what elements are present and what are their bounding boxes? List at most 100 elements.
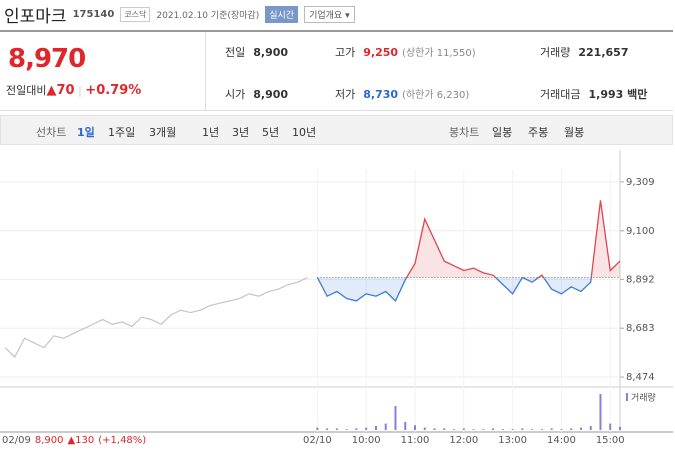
stat: 시가 8,900 — [225, 86, 288, 102]
x-tick-label: 14:00 — [547, 435, 576, 446]
area-down — [317, 277, 620, 301]
stat-value: 221,657 — [578, 46, 629, 59]
prev-summary: 02/09 8,900 ▲130 (+1,48%) — [2, 435, 146, 446]
header: 인포마크 175140 코스닥 2021.02.10 기준(장마감) 실시간 기… — [4, 2, 355, 27]
volume-bar — [335, 428, 338, 430]
rate: +0.79% — [85, 83, 142, 98]
y-tick-label: 9,309 — [626, 177, 655, 188]
y-tick-label: 8,683 — [626, 323, 655, 334]
stat-note: (상한가 11,550) — [402, 48, 476, 59]
tab[interactable]: 월봉 — [564, 126, 585, 139]
volume-bar — [540, 429, 543, 430]
tab[interactable]: 3개월 — [149, 126, 177, 139]
overview-label: 기업개요 — [309, 11, 343, 21]
date: 2021.02.10 기준(장마감) — [156, 11, 260, 21]
stock-code: 175140 — [72, 9, 115, 20]
volume-legend-swatch — [626, 393, 628, 401]
volume-bar — [511, 429, 514, 430]
volume-bar — [570, 428, 573, 430]
tab[interactable]: 주봉 — [528, 126, 549, 139]
volume-bar — [589, 426, 592, 430]
quote-box: 8,970 전일대비▲70 | +0.79% 전일 8,900 고가 9,250 (상한… — [0, 30, 673, 111]
tab[interactable]: 1년 — [202, 126, 220, 139]
stat-label: 전일 — [225, 46, 246, 59]
stat-label: 시가 — [225, 88, 246, 101]
prev-rate: (+1,48%) — [98, 435, 146, 446]
volume-bar — [316, 427, 319, 430]
volume-bar — [365, 427, 368, 430]
change-label: 전일대비 — [6, 84, 47, 97]
line-down — [316, 277, 592, 302]
x-tick-label: 12:00 — [449, 435, 478, 446]
tab[interactable]: 3년 — [232, 126, 250, 139]
realtime-button[interactable]: 실시간 — [265, 6, 299, 23]
x-tick-label: 10:00 — [352, 435, 381, 446]
volume-bar — [404, 422, 407, 430]
stat-label: 고가 — [335, 46, 356, 59]
volume-bar — [501, 429, 504, 430]
stat-value: 9,250 — [363, 46, 399, 59]
y-tick-label: 9,100 — [626, 226, 655, 237]
tab-group-label: 봉차트 — [449, 126, 480, 139]
stat: 거래대금 1,993 백만 — [540, 86, 647, 102]
quote-left: 8,970 전일대비▲70 | +0.79% — [0, 32, 206, 110]
tab-group-label: 선차트 — [36, 126, 67, 139]
tab[interactable]: 5년 — [262, 126, 280, 139]
stat-note: (하한가 6,230) — [402, 90, 470, 101]
volume-bar — [326, 428, 329, 430]
tab[interactable]: 1주일 — [108, 126, 136, 139]
chart: 8,474 8,683 8,892 9,100 9,309 02/10 10:00 11:00… — [0, 150, 673, 446]
volume-bar — [550, 428, 553, 430]
volume-bar — [355, 428, 358, 430]
volume-bar — [619, 426, 621, 430]
stock-name: 인포마크 — [4, 7, 67, 27]
change-row: 전일대비▲70 | +0.79% — [6, 83, 142, 98]
volume-bar — [482, 429, 485, 430]
volume-bar — [521, 428, 524, 430]
stat-value: 8,900 — [253, 88, 289, 101]
stat: 고가 9,250 (상한가 11,550) — [335, 44, 476, 60]
volume-bar — [345, 429, 348, 430]
volume-bar — [492, 428, 495, 430]
volume-bar — [453, 429, 456, 430]
volume-bar — [443, 428, 446, 430]
tab[interactable]: 일봉 — [492, 126, 513, 139]
stat: 전일 8,900 — [225, 44, 288, 60]
volume-bar — [560, 429, 563, 430]
y-tick-label: 8,474 — [626, 372, 655, 383]
prev-price: 8,900 — [35, 435, 64, 446]
volume-legend: 거래량 — [631, 392, 656, 404]
volume-bar — [374, 426, 377, 430]
volume-bar — [609, 423, 612, 430]
volume-bar — [531, 429, 534, 430]
tab[interactable]: 10년 — [292, 126, 317, 139]
stat-label: 거래량 — [540, 46, 571, 59]
x-tick-label: 13:00 — [498, 435, 527, 446]
tab[interactable]: 1일 — [77, 126, 95, 139]
stat-value: 8,730 — [363, 88, 399, 101]
stat-label: 저가 — [335, 88, 356, 101]
change: ▲70 — [46, 83, 75, 98]
volume-bar — [579, 427, 582, 430]
volume-bar — [462, 428, 465, 430]
volume-bar — [384, 423, 387, 430]
prev-change: ▲130 — [67, 435, 94, 446]
x-tick-label: 15:00 — [596, 435, 625, 446]
stat: 거래량 221,657 — [540, 44, 628, 60]
prev-date: 02/09 — [2, 435, 31, 446]
stat-value: 1,993 백만 — [588, 88, 648, 101]
volume-bar — [394, 406, 397, 430]
stat: 저가 8,730 (하한가 6,230) — [335, 86, 469, 102]
x-tick-label: 11:00 — [401, 435, 430, 446]
volume-bar — [414, 425, 416, 430]
stat-label: 거래대금 — [540, 88, 581, 101]
volume-bar — [472, 429, 475, 430]
overview-button[interactable]: 기업개요 ▾ — [304, 6, 355, 23]
price: 8,970 — [8, 44, 86, 74]
tab-bar: 선차트 1일 1주일 3개월 1년 3년 5년 10년 봉차트 일봉 주봉 월봉 — [0, 115, 673, 145]
stat-value: 8,900 — [253, 46, 289, 59]
x-tick-label: 02/10 — [303, 435, 332, 446]
market-badge: 코스닥 — [120, 7, 151, 22]
line-prev — [4, 276, 308, 358]
